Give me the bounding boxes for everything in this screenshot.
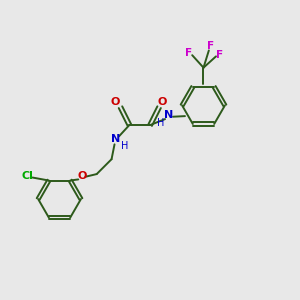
Text: H: H [121, 141, 128, 151]
Text: O: O [111, 97, 120, 107]
Text: N: N [111, 134, 121, 144]
Text: F: F [216, 50, 224, 60]
Text: F: F [207, 41, 214, 51]
Text: F: F [185, 48, 192, 58]
Text: O: O [158, 97, 167, 107]
Text: O: O [77, 172, 86, 182]
Text: Cl: Cl [21, 171, 33, 181]
Text: H: H [157, 118, 164, 128]
Text: N: N [164, 110, 173, 120]
